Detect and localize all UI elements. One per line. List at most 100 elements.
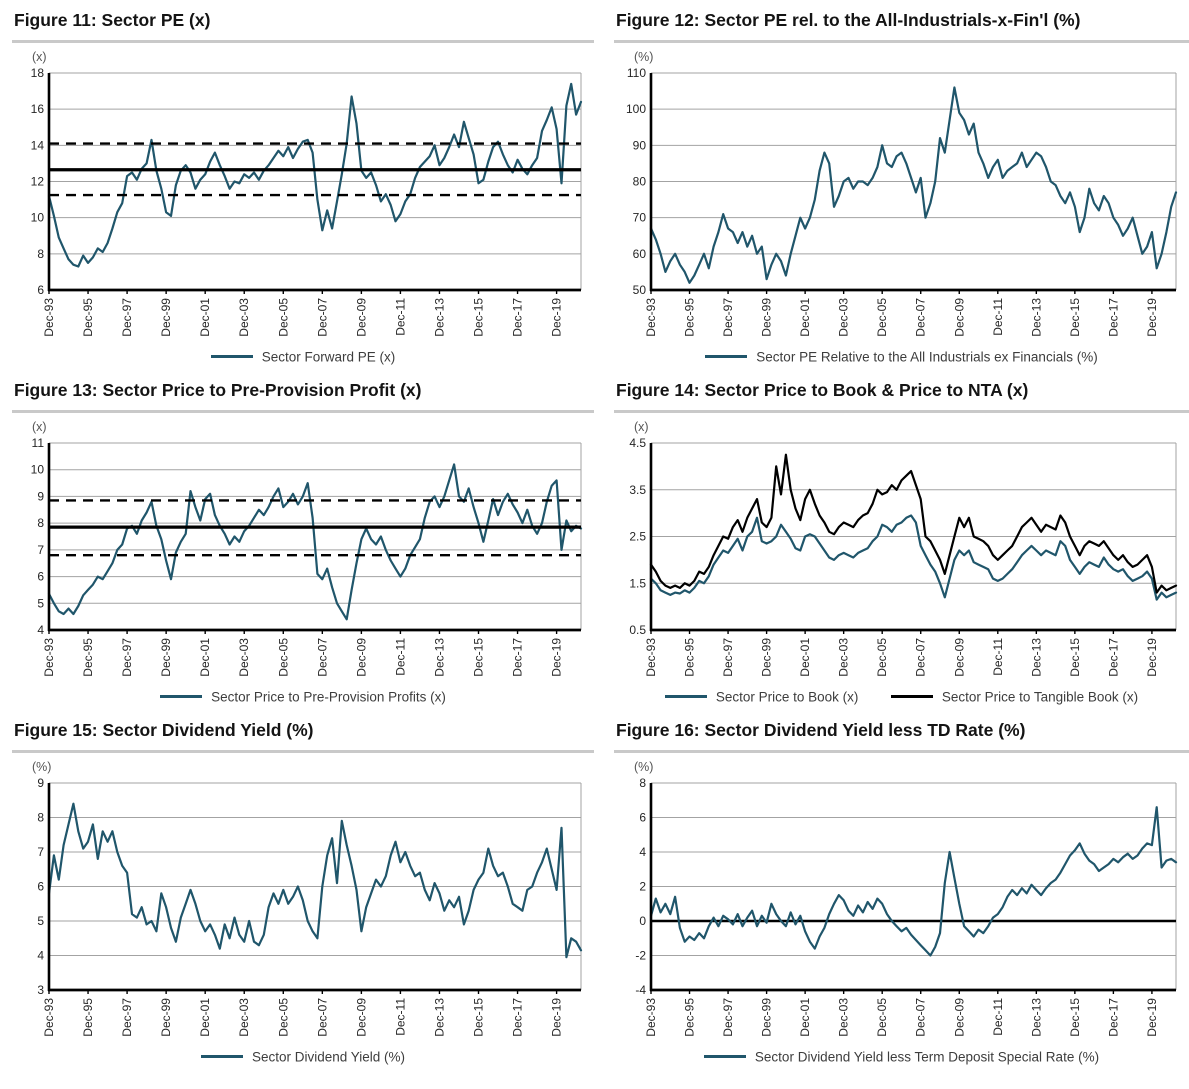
figure-11-title: Figure 11: Sector PE (x) <box>14 10 211 30</box>
svg-text:Dec-11: Dec-11 <box>991 298 1005 336</box>
svg-text:Dec-93: Dec-93 <box>644 998 658 1037</box>
svg-text:Dec-97: Dec-97 <box>120 998 134 1037</box>
svg-text:Dec-03: Dec-03 <box>237 998 251 1037</box>
y-axis-unit-label: (x) <box>32 50 47 64</box>
legend-item: Sector Forward PE (x) <box>210 348 396 366</box>
legend-line-icon <box>890 695 933 699</box>
svg-text:Dec-11: Dec-11 <box>991 638 1005 676</box>
svg-text:Dec-01: Dec-01 <box>198 638 212 677</box>
svg-text:10: 10 <box>31 211 45 225</box>
figure-panel-16: Figure 16: Sector Dividend Yield less TD… <box>614 716 1189 1066</box>
svg-text:Dec-17: Dec-17 <box>511 998 525 1037</box>
svg-text:Dec-11: Dec-11 <box>393 638 407 676</box>
svg-text:Dec-93: Dec-93 <box>42 998 56 1037</box>
svg-text:Dec-13: Dec-13 <box>432 998 446 1037</box>
svg-text:Dec-01: Dec-01 <box>798 638 812 677</box>
svg-text:Dec-93: Dec-93 <box>42 638 56 677</box>
dividend-yield-line-chart: 3 4 5 6 7 8 9 Dec-93 Dec-95 Dec-97 Dec-99 Dec-01 Dec… <box>37 776 583 1037</box>
legend-label: Sector Dividend Yield (%) <box>251 1049 406 1065</box>
svg-text:14: 14 <box>31 138 45 152</box>
title-divider <box>614 750 1189 753</box>
price-to-preprovision-profit-line-chart: 4 5 6 7 8 9 10 11 Dec-93 Dec-95 Dec-97 Dec-99 Dec-01… <box>31 436 583 677</box>
svg-text:Dec-05: Dec-05 <box>276 638 290 677</box>
svg-text:Dec-05: Dec-05 <box>875 998 889 1037</box>
svg-text:11: 11 <box>32 436 45 450</box>
svg-text:Dec-03: Dec-03 <box>237 638 251 677</box>
svg-text:4: 4 <box>37 623 44 637</box>
svg-text:Dec-19: Dec-19 <box>550 638 564 677</box>
svg-text:Dec-17: Dec-17 <box>1106 998 1120 1037</box>
svg-text:Dec-15: Dec-15 <box>1068 638 1082 677</box>
legend-line-icon <box>705 355 748 359</box>
svg-text:Dec-15: Dec-15 <box>472 638 486 677</box>
svg-text:110: 110 <box>627 66 646 80</box>
svg-text:5: 5 <box>37 914 44 928</box>
svg-text:4.5: 4.5 <box>629 436 646 450</box>
legend-line-icon <box>160 695 203 699</box>
svg-text:Dec-99: Dec-99 <box>159 638 173 677</box>
svg-text:8: 8 <box>37 811 44 825</box>
figure-13-title: Figure 13: Sector Price to Pre-Provision… <box>14 380 422 400</box>
svg-text:Dec-05: Dec-05 <box>875 298 889 337</box>
legend-line-icon <box>664 695 707 699</box>
svg-text:Dec-19: Dec-19 <box>1145 998 1159 1037</box>
svg-text:Dec-17: Dec-17 <box>511 638 525 677</box>
y-axis-unit-label: (x) <box>32 420 47 434</box>
svg-text:Dec-99: Dec-99 <box>760 298 774 337</box>
svg-text:Dec-19: Dec-19 <box>550 998 564 1037</box>
legend-item: Sector Price to Tangible Book (x) <box>890 688 1138 706</box>
svg-text:Dec-13: Dec-13 <box>432 638 446 677</box>
svg-text:2: 2 <box>639 880 646 894</box>
svg-text:Dec-09: Dec-09 <box>952 638 966 677</box>
svg-text:Dec-05: Dec-05 <box>875 638 889 677</box>
svg-text:Dec-09: Dec-09 <box>354 298 368 337</box>
svg-text:6: 6 <box>37 880 44 894</box>
figure-panel-14: Figure 14: Sector Price to Book & Price … <box>614 376 1189 706</box>
chart-legend: Sector PE Relative to the All Industrial… <box>614 348 1189 366</box>
price-to-book-and-nta-line-chart: 0.5 1.5 2.5 3.5 4.5 Dec-93 Dec-95 Dec-97 Dec-99 D… <box>629 436 1178 677</box>
chart-legend: Sector Price to Pre-Provision Profits (x… <box>12 688 594 706</box>
svg-text:Dec-13: Dec-13 <box>432 298 446 337</box>
legend-line-icon <box>200 1055 243 1059</box>
svg-text:Dec-03: Dec-03 <box>837 298 851 337</box>
svg-text:Dec-07: Dec-07 <box>315 638 329 677</box>
chart-legend: Sector Dividend Yield (%) <box>12 1048 594 1066</box>
svg-text:Dec-17: Dec-17 <box>1106 638 1120 677</box>
svg-text:Dec-11: Dec-11 <box>393 998 407 1036</box>
svg-text:Dec-99: Dec-99 <box>159 298 173 337</box>
sector-forward-pe-line-chart: 6 8 10 12 14 16 18 Dec-93 Dec-95 Dec-97 Dec-99 Dec-… <box>31 66 583 337</box>
svg-text:Dec-15: Dec-15 <box>1068 298 1082 337</box>
legend-item: Sector Dividend Yield less Term Deposit … <box>703 1048 1099 1066</box>
legend-item: Sector Price to Pre-Provision Profits (x… <box>160 688 446 706</box>
legend-line-icon <box>210 355 253 359</box>
svg-text:1.5: 1.5 <box>629 576 646 590</box>
y-axis-unit-label: (x) <box>634 420 649 434</box>
svg-text:Dec-17: Dec-17 <box>1106 298 1120 337</box>
legend-label: Sector Forward PE (x) <box>261 349 396 365</box>
svg-text:90: 90 <box>633 138 647 152</box>
svg-text:Dec-11: Dec-11 <box>393 298 407 336</box>
svg-text:0: 0 <box>639 914 646 928</box>
svg-text:Dec-19: Dec-19 <box>1145 298 1159 337</box>
y-axis-unit-label: (%) <box>634 760 654 774</box>
legend-label: Sector PE Relative to the All Industrial… <box>756 349 1098 365</box>
svg-text:8: 8 <box>37 247 44 261</box>
figure-panel-11: Figure 11: Sector PE (x) (x) 6 8 10 12 14 16 1… <box>12 6 594 366</box>
svg-text:Dec-15: Dec-15 <box>472 998 486 1037</box>
svg-text:Dec-07: Dec-07 <box>914 298 928 337</box>
svg-text:Dec-09: Dec-09 <box>354 638 368 677</box>
svg-text:Dec-03: Dec-03 <box>837 998 851 1037</box>
sector-valuation-charts-page: Figure 11: Sector PE (x) (x) 6 8 10 12 14 16 1… <box>12 6 1189 1066</box>
chart-legend: Sector Dividend Yield less Term Deposit … <box>614 1048 1189 1066</box>
svg-text:10: 10 <box>31 463 45 477</box>
svg-text:3.5: 3.5 <box>629 483 646 497</box>
svg-text:8: 8 <box>37 516 44 530</box>
svg-text:70: 70 <box>633 211 647 225</box>
title-divider <box>614 40 1189 43</box>
svg-text:Dec-07: Dec-07 <box>914 638 928 677</box>
svg-text:4: 4 <box>639 845 646 859</box>
svg-text:Dec-97: Dec-97 <box>721 998 735 1037</box>
svg-text:Dec-19: Dec-19 <box>1145 638 1159 677</box>
svg-text:4: 4 <box>37 949 44 963</box>
svg-text:Dec-13: Dec-13 <box>1029 298 1043 337</box>
